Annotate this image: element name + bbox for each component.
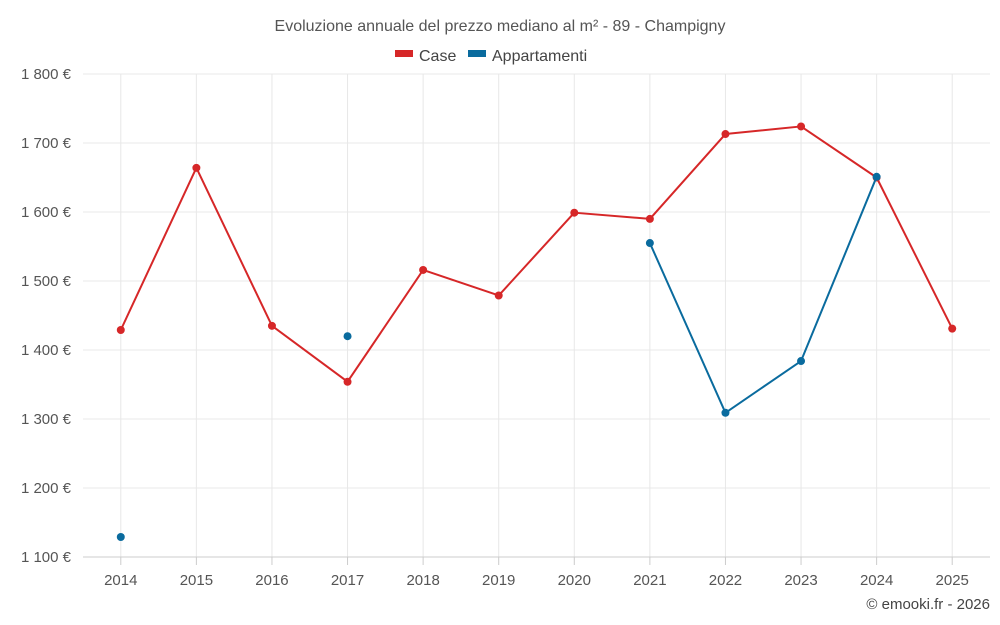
x-tick-label: 2025 [936, 572, 969, 589]
legend-swatch-appartamenti [468, 50, 486, 57]
y-tick-label: 1 400 € [21, 342, 72, 359]
data-point-case[interactable] [267, 321, 276, 330]
legend-label-case[interactable]: Case [419, 48, 456, 65]
data-point-appartamenti[interactable] [797, 357, 806, 366]
y-tick-label: 1 800 € [21, 66, 72, 83]
data-point-case[interactable] [116, 325, 125, 334]
data-point-appartamenti[interactable] [721, 408, 730, 417]
data-point-case[interactable] [948, 324, 957, 333]
y-tick-label: 1 500 € [21, 273, 72, 290]
axes: 1 100 € 1 200 € 1 300 € 1 400 € 1 500 € 1 600… [21, 66, 990, 589]
data-point-appartamenti[interactable] [116, 532, 125, 541]
chart-title: Evoluzione annuale del prezzo mediano al… [275, 18, 726, 35]
series-case [116, 122, 957, 386]
data-point-case[interactable] [645, 214, 654, 223]
y-tick-label: 1 200 € [21, 480, 72, 497]
x-tick-label: 2017 [331, 572, 364, 589]
x-tick-label: 2021 [633, 572, 666, 589]
chart-legend: Case Appartamenti [395, 48, 587, 65]
x-tick-label: 2014 [104, 572, 137, 589]
data-point-appartamenti[interactable] [343, 332, 352, 341]
x-tick-label: 2020 [558, 572, 591, 589]
y-tick-label: 1 700 € [21, 135, 72, 152]
x-tick-label: 2018 [406, 572, 439, 589]
data-point-case[interactable] [797, 122, 806, 131]
x-tick-label: 2024 [860, 572, 893, 589]
x-tick-label: 2019 [482, 572, 515, 589]
x-tick-label: 2023 [784, 572, 817, 589]
data-point-case[interactable] [494, 291, 503, 300]
data-point-case[interactable] [721, 130, 730, 139]
x-tick-label: 2016 [255, 572, 288, 589]
data-point-appartamenti[interactable] [872, 172, 881, 181]
legend-swatch-case [395, 50, 413, 57]
y-tick-label: 1 600 € [21, 204, 72, 221]
credit-text: © emooki.fr - 2026 [866, 596, 990, 613]
legend-label-appartamenti[interactable]: Appartamenti [492, 48, 587, 65]
data-point-case[interactable] [343, 377, 352, 386]
data-point-case[interactable] [192, 163, 201, 172]
series-layer [116, 122, 957, 541]
series-line-appartamenti [648, 176, 878, 414]
data-point-case[interactable] [570, 208, 579, 217]
grid-lines [83, 73, 990, 558]
x-tick-label: 2022 [709, 572, 742, 589]
y-tick-label: 1 300 € [21, 411, 72, 428]
series-appartamenti [116, 172, 881, 541]
y-tick-label: 1 100 € [21, 549, 72, 566]
x-tick-label: 2015 [180, 572, 213, 589]
data-point-case[interactable] [419, 265, 428, 274]
series-line-case [119, 125, 954, 383]
data-point-appartamenti[interactable] [645, 239, 654, 248]
